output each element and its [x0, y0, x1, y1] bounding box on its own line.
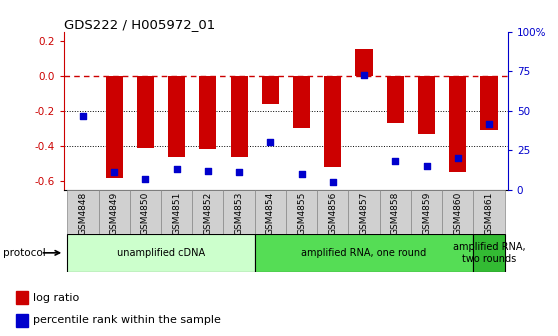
Text: GSM4855: GSM4855	[297, 192, 306, 236]
Bar	[293, 76, 310, 128]
Point	[359, 72, 368, 77]
Point	[266, 140, 275, 145]
Point	[141, 176, 150, 181]
Bar	[255, 234, 473, 272]
Bar	[68, 234, 255, 272]
Text: GDS222 / H005972_01: GDS222 / H005972_01	[64, 18, 215, 31]
Bar	[137, 76, 154, 148]
Text: GSM4850: GSM4850	[141, 192, 150, 236]
Text: unamplified cDNA: unamplified cDNA	[117, 248, 205, 258]
Text: GSM4851: GSM4851	[172, 192, 181, 236]
Text: amplified RNA, one round: amplified RNA, one round	[301, 248, 427, 258]
Point	[391, 159, 400, 164]
Bar	[230, 76, 248, 157]
Bar	[473, 234, 504, 272]
Bar	[168, 76, 185, 157]
Bar	[379, 190, 411, 234]
Text: GSM4859: GSM4859	[422, 192, 431, 236]
Bar	[105, 76, 123, 177]
Text: GSM4861: GSM4861	[484, 192, 493, 236]
Bar	[480, 76, 498, 130]
Bar	[473, 190, 504, 234]
Bar	[224, 190, 255, 234]
Point	[484, 121, 493, 126]
Bar	[262, 76, 279, 104]
Bar	[449, 76, 466, 172]
Bar	[99, 190, 130, 234]
Text: protocol: protocol	[3, 248, 46, 258]
Point	[297, 171, 306, 177]
Bar	[199, 76, 217, 150]
Bar	[130, 190, 161, 234]
Point	[453, 156, 462, 161]
Bar	[411, 190, 442, 234]
Text: GSM4856: GSM4856	[328, 192, 338, 236]
Bar	[348, 190, 379, 234]
Text: amplified RNA,
two rounds: amplified RNA, two rounds	[453, 242, 525, 264]
Bar	[17, 314, 28, 327]
Bar	[68, 190, 99, 234]
Point	[204, 168, 213, 174]
Point	[79, 113, 88, 118]
Text: percentile rank within the sample: percentile rank within the sample	[33, 316, 222, 325]
Bar	[317, 190, 348, 234]
Text: GSM4848: GSM4848	[79, 192, 88, 235]
Bar	[17, 291, 28, 304]
Bar	[255, 190, 286, 234]
Point	[172, 167, 181, 172]
Bar	[355, 49, 373, 76]
Bar	[193, 190, 224, 234]
Point	[422, 164, 431, 169]
Point	[235, 170, 244, 175]
Text: GSM4858: GSM4858	[391, 192, 400, 236]
Text: GSM4857: GSM4857	[359, 192, 369, 236]
Bar	[286, 190, 317, 234]
Text: GSM4853: GSM4853	[234, 192, 244, 236]
Text: GSM4854: GSM4854	[266, 192, 275, 235]
Text: GSM4852: GSM4852	[203, 192, 213, 235]
Text: GSM4849: GSM4849	[110, 192, 119, 235]
Bar	[442, 190, 473, 234]
Bar	[418, 76, 435, 134]
Point	[328, 179, 337, 185]
Bar	[161, 190, 193, 234]
Text: log ratio: log ratio	[33, 293, 80, 303]
Bar	[387, 76, 404, 123]
Text: GSM4860: GSM4860	[453, 192, 462, 236]
Bar	[324, 76, 341, 167]
Point	[110, 170, 119, 175]
